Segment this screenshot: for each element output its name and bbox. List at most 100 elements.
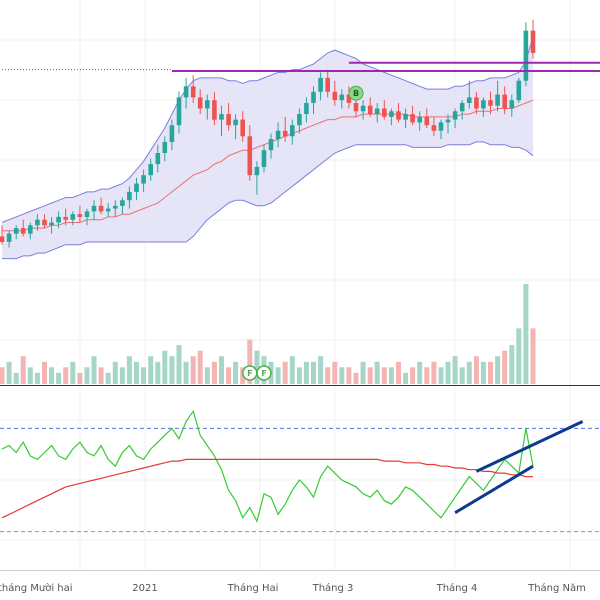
candle-63 [445, 114, 451, 134]
volume-bar-35 [247, 339, 253, 384]
x-axis-ticks: tháng Mười hai 2021 Tháng Hai Tháng 3 Tháng … [0, 582, 586, 594]
candle-30 [212, 91, 217, 126]
candle-64 [452, 108, 458, 128]
marker-f-1: F [242, 365, 258, 381]
bb-lower-line [2, 141, 534, 260]
candle-3 [20, 219, 26, 237]
candle-body-50 [353, 103, 359, 112]
candle-69 [488, 91, 493, 115]
candle-body-60 [424, 116, 430, 126]
candle-body-39 [275, 130, 281, 140]
x-tick-label-5: Tháng Năm [527, 582, 586, 594]
volume-bar-6 [42, 361, 47, 384]
candle-body-33 [233, 119, 238, 126]
candle-15 [105, 203, 111, 217]
volume-bar-14 [98, 367, 104, 384]
candle-46 [325, 69, 330, 98]
bb-fill [2, 36, 533, 259]
candle-53 [374, 103, 380, 123]
volume-bar-32 [226, 367, 232, 384]
volume-bar-52 [367, 367, 373, 384]
candle-38 [268, 133, 274, 159]
candle-body-3 [20, 228, 26, 234]
volume-bar-75 [530, 328, 536, 384]
candle-body-22 [155, 153, 161, 165]
candle-body-56 [396, 111, 401, 120]
candle-59 [417, 111, 422, 131]
volume-bar-73 [516, 328, 522, 384]
candle-body-54 [382, 108, 387, 117]
candle-body-48 [339, 94, 345, 101]
candle-29 [205, 94, 210, 120]
x-tick-label-1: 2021 [132, 583, 157, 594]
volume-bar-11 [77, 372, 83, 384]
volume-bar-36 [254, 350, 260, 384]
volume-bar-53 [374, 361, 380, 384]
candle-14 [98, 197, 104, 215]
volume-bar-66 [466, 361, 472, 384]
candle-21 [148, 158, 153, 181]
candle-body-24 [169, 125, 175, 142]
candle-72 [509, 94, 515, 117]
volume-bar-33 [233, 361, 239, 384]
candle-body-62 [438, 122, 444, 131]
candle-body-27 [190, 86, 196, 98]
volume-bar-20 [141, 367, 147, 384]
candle-23 [162, 136, 168, 162]
candle-body-46 [325, 77, 330, 92]
volume-bar-16 [112, 361, 118, 384]
candle-body-6 [42, 219, 47, 226]
candle-body-57 [403, 114, 408, 120]
candle-47 [332, 80, 338, 106]
volume-bar-15 [105, 372, 111, 384]
candle-body-32 [226, 114, 231, 126]
candle-body-25 [176, 97, 182, 126]
candle-70 [495, 80, 500, 112]
volume-bar-27 [190, 356, 196, 384]
candle-body-58 [410, 114, 415, 123]
candle-36 [254, 161, 260, 195]
candle-body-42 [297, 114, 302, 126]
volume-bar-64 [452, 356, 458, 384]
candle-body-64 [452, 111, 458, 120]
candle-32 [226, 103, 231, 131]
volume-bar-43 [303, 361, 309, 384]
candle-body-21 [148, 164, 153, 176]
marker-label-1: F [247, 369, 252, 378]
volume-bar-49 [346, 367, 352, 384]
bb-upper-line [1, 36, 534, 223]
candle-body-35 [247, 136, 253, 176]
candle-body-73 [516, 80, 522, 101]
candlesticks [0, 19, 536, 248]
volume-bar-26 [183, 361, 189, 384]
volume-bar-4 [27, 367, 33, 384]
volume-bar-1 [6, 361, 12, 384]
candle-44 [311, 86, 316, 115]
x-tick-label-0: tháng Mười hai [0, 582, 73, 594]
candle-4 [28, 222, 33, 240]
volume-bar-70 [495, 356, 501, 384]
candle-body-36 [254, 166, 260, 176]
candle-body-71 [502, 94, 507, 109]
candle-7 [49, 216, 54, 234]
candle-body-16 [113, 205, 118, 209]
candle-49 [346, 86, 352, 109]
volume-bar-48 [339, 367, 345, 384]
candle-20 [141, 169, 146, 192]
candle-18 [127, 186, 132, 209]
volume-bar-55 [388, 367, 394, 384]
candle-body-55 [389, 111, 394, 117]
candle-0 [0, 225, 5, 245]
candle-body-11 [77, 214, 83, 217]
candle-body-49 [346, 94, 352, 103]
candle-body-44 [311, 91, 316, 103]
volume-bar-54 [381, 367, 387, 384]
volume-bar-30 [211, 361, 217, 384]
candle-body-69 [488, 100, 493, 106]
candle-68 [481, 97, 486, 117]
osc-series-1 [1, 458, 533, 519]
volume-bar-13 [91, 356, 97, 384]
candle-6 [42, 214, 47, 229]
volume-bar-28 [197, 350, 203, 384]
